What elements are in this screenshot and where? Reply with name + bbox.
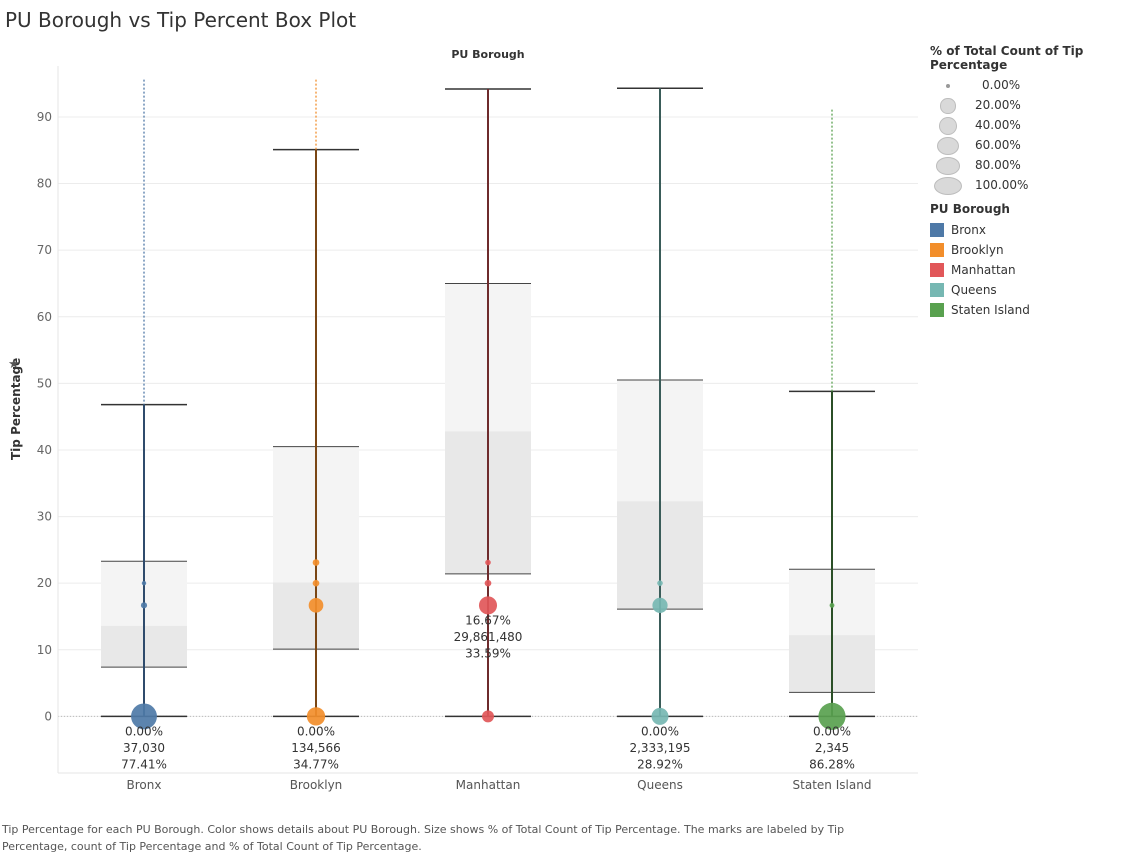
mark-label: 28.92% — [637, 757, 683, 771]
mark-label: 29,861,480 — [454, 630, 523, 644]
color-swatch — [930, 263, 944, 277]
size-legend-label: 60.00% — [975, 138, 1021, 152]
box-group-bronx: 0.00% 37,030 77.41% — [101, 79, 187, 771]
color-legend-label: Brooklyn — [951, 243, 1004, 257]
size-legend-circle — [946, 84, 950, 88]
size-legend-circle — [935, 157, 961, 175]
size-legend-label: 100.00% — [975, 178, 1029, 192]
data-point — [818, 702, 846, 730]
data-point — [485, 559, 491, 566]
box-group-queens: 0.00% 2,333,195 28.92% — [617, 87, 703, 771]
data-point — [308, 598, 324, 613]
size-legend-label: 0.00% — [982, 78, 1021, 92]
y-tick-label: 40 — [37, 443, 52, 457]
color-legend-title: PU Borough — [930, 202, 1010, 216]
chart-caption: Tip Percentage for each PU Borough. Colo… — [2, 823, 845, 853]
size-legend-item: 0.00% — [930, 76, 1128, 96]
y-axis-label: Tip Percentage — [9, 358, 23, 460]
mark-label: 2,333,195 — [629, 741, 690, 755]
mark-label: 37,030 — [123, 741, 165, 755]
x-category-label: Bronx — [127, 778, 162, 792]
pin-icon: ★ — [8, 357, 20, 372]
color-swatch — [930, 223, 944, 237]
size-legend: 0.00% 20.00% 40.00% 60.00% 80.00% 100.00% — [930, 76, 1128, 196]
data-point — [829, 602, 835, 608]
x-category-label: Brooklyn — [290, 778, 343, 792]
x-category-label: Staten Island — [793, 778, 872, 792]
size-legend-item: 80.00% — [930, 156, 1128, 176]
y-tick-label: 80 — [37, 177, 52, 191]
x-category-label: Manhattan — [456, 778, 521, 792]
color-legend-item[interactable]: Staten Island — [930, 300, 1128, 320]
size-legend-item: 40.00% — [930, 116, 1128, 136]
mark-label: 16.67% — [465, 613, 511, 627]
box-group-manhattan: 16.67% 29,861,480 33.59% — [445, 88, 531, 723]
data-point — [484, 579, 492, 587]
color-legend-item[interactable]: Bronx — [930, 220, 1128, 240]
data-point — [652, 597, 668, 613]
y-tick-label: 20 — [37, 576, 52, 590]
data-point — [306, 707, 326, 726]
mark-label: 77.41% — [121, 757, 167, 771]
data-point — [131, 703, 157, 730]
y-tick-label: 10 — [37, 643, 52, 657]
color-legend-item[interactable]: Manhattan — [930, 260, 1128, 280]
data-point — [312, 559, 320, 566]
size-legend-circle — [940, 98, 956, 114]
y-tick-label: 0 — [44, 709, 52, 723]
color-legend-label: Manhattan — [951, 263, 1016, 277]
mark-label: 0.00% — [813, 724, 851, 738]
size-legend-circle — [938, 117, 958, 135]
color-legend-item[interactable]: Queens — [930, 280, 1128, 300]
box-group-brooklyn: 0.00% 134,566 34.77% — [273, 79, 359, 771]
y-tick-label: 30 — [37, 510, 52, 524]
chart-title: PU Borough vs Tip Percent Box Plot — [5, 8, 357, 32]
x-category-label: Queens — [637, 778, 683, 792]
y-tick-label: 70 — [37, 243, 52, 257]
mark-label: 0.00% — [297, 724, 335, 738]
data-point — [312, 579, 320, 587]
y-tick-label: 90 — [37, 110, 52, 124]
color-legend: Bronx Brooklyn Manhattan Queens Staten Islan… — [930, 220, 1128, 320]
size-legend-label: 20.00% — [975, 98, 1021, 112]
y-tick-label: 50 — [37, 376, 52, 390]
size-legend-label: 40.00% — [975, 118, 1021, 132]
y-tick-label: 60 — [37, 310, 52, 324]
column-header: PU Borough — [451, 48, 524, 61]
color-swatch — [930, 283, 944, 297]
color-legend-label: Staten Island — [951, 303, 1030, 317]
mark-label: 2,345 — [815, 741, 849, 755]
mark-label: 134,566 — [291, 741, 341, 755]
data-point — [657, 580, 663, 586]
data-point — [141, 580, 147, 586]
color-legend-item[interactable]: Brooklyn — [930, 240, 1128, 260]
mark-label: 0.00% — [641, 724, 679, 738]
box-plot-chart: PU Borough 0 10 20 30 40 50 60 70 80 90 Tip Percent… — [8, 48, 918, 792]
size-legend-circle — [937, 137, 959, 155]
mark-label: 0.00% — [125, 724, 163, 738]
color-swatch — [930, 243, 944, 257]
mark-label: 34.77% — [293, 757, 339, 771]
color-legend-label: Bronx — [951, 223, 986, 237]
size-legend-circle — [934, 177, 962, 195]
size-legend-item: 20.00% — [930, 96, 1128, 116]
color-legend-label: Queens — [951, 283, 997, 297]
mark-label: 86.28% — [809, 757, 855, 771]
size-legend-item: 100.00% — [930, 176, 1128, 196]
mark-label: 33.59% — [465, 646, 511, 660]
data-point — [481, 710, 495, 723]
color-swatch — [930, 303, 944, 317]
data-point — [140, 602, 148, 609]
size-legend-title: % of Total Count of Tip Percentage — [930, 44, 1084, 72]
size-legend-item: 60.00% — [930, 136, 1128, 156]
legend-panel: % of Total Count of Tip Percentage 0.00%… — [930, 44, 1128, 320]
data-point — [478, 596, 498, 615]
data-point — [651, 707, 669, 725]
size-legend-label: 80.00% — [975, 158, 1021, 172]
box-group-staten-island: 0.00% 2,345 86.28% — [789, 109, 875, 771]
